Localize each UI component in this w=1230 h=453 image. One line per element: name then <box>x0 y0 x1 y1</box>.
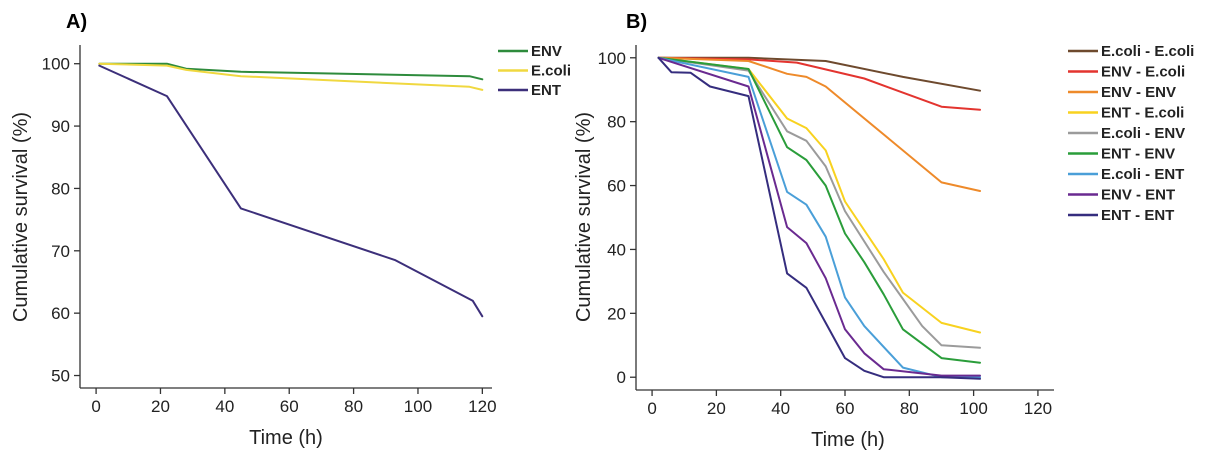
panel-b-x-axis-title: Time (h) <box>811 429 885 451</box>
legend-item-e-coli-env: E.coli - ENV <box>1068 125 1185 142</box>
series-line-ent-ent <box>657 56 981 380</box>
panel-a-x-axis-title: Time (h) <box>249 427 323 449</box>
panel-b-chart: B) Cumulative survival (%) Time (h) 0 20 4… <box>573 11 1194 451</box>
y-tick-label: 90 <box>51 117 70 136</box>
legend-item-ent-ent: ENT - ENT <box>1068 207 1174 224</box>
legend-item-env-ent: ENV - ENT <box>1068 187 1175 204</box>
legend-label: E.coli - E.coli <box>1101 43 1194 60</box>
x-tick-label: 20 <box>707 399 726 418</box>
y-tick-label: 80 <box>607 113 626 132</box>
series-line-e-coli-e-coli <box>657 56 981 92</box>
x-tick-label: 40 <box>215 397 234 416</box>
series-line-ent-e-coli <box>657 56 981 334</box>
legend-label: ENT - ENT <box>1101 207 1174 224</box>
x-tick-label: 0 <box>91 397 100 416</box>
x-tick-label: 60 <box>280 397 299 416</box>
x-tick-label: 80 <box>344 397 363 416</box>
series-line-e-coli-ent <box>657 56 981 379</box>
legend-item-ent-e-coli: ENT - E.coli <box>1068 105 1184 122</box>
series-line-ent <box>98 64 484 318</box>
panel-b-series-lines <box>657 56 981 380</box>
panel-b-y-axis-title: Cumulative survival (%) <box>573 112 595 322</box>
legend-label: ENV - ENV <box>1101 84 1176 101</box>
legend-label: ENT - E.coli <box>1101 105 1184 122</box>
y-tick-label: 100 <box>598 49 626 68</box>
legend-item-env-e-coli: ENV - E.coli <box>1068 64 1185 81</box>
x-tick-label: 120 <box>468 397 496 416</box>
x-tick-label: 80 <box>900 399 919 418</box>
y-tick-label: 100 <box>42 55 70 74</box>
legend-item-e-coli: E.coli <box>498 63 571 80</box>
legend-label: ENT <box>531 82 561 99</box>
panel-a-y-axis-title: Cumulative survival (%) <box>10 112 32 322</box>
legend-label: ENV - E.coli <box>1101 64 1185 81</box>
legend-item-env-env: ENV - ENV <box>1068 84 1176 101</box>
legend-label: E.coli <box>531 63 571 80</box>
panel-b-axes: 0 20 40 60 80 100 0 20 40 60 80 100 120 <box>598 45 1054 418</box>
x-tick-label: 100 <box>959 399 987 418</box>
panel-a-axes: 50 60 70 80 90 100 0 20 40 60 80 100 120 <box>42 45 497 416</box>
y-tick-label: 80 <box>51 179 70 198</box>
legend-label: E.coli - ENT <box>1101 166 1184 183</box>
legend-item-ent: ENT <box>498 82 561 99</box>
panel-b-legend: E.coli - E.coli ENV - E.coli ENV - ENV ENT … <box>1068 43 1194 224</box>
series-line-env <box>98 62 484 81</box>
x-tick-label: 60 <box>836 399 855 418</box>
panel-b-label: B) <box>626 11 647 33</box>
legend-label: ENT - ENV <box>1101 146 1175 163</box>
y-tick-label: 0 <box>617 368 626 387</box>
y-tick-label: 40 <box>607 240 626 259</box>
x-tick-label: 40 <box>771 399 790 418</box>
x-tick-label: 0 <box>647 399 656 418</box>
legend-item-e-coli-ent: E.coli - ENT <box>1068 166 1184 183</box>
legend-item-env: ENV <box>498 43 562 60</box>
panel-a-label: A) <box>66 11 87 33</box>
series-line-e-coli <box>98 62 484 91</box>
x-tick-label: 120 <box>1024 399 1052 418</box>
x-tick-label: 100 <box>404 397 432 416</box>
y-tick-label: 50 <box>51 367 70 386</box>
y-tick-label: 60 <box>607 177 626 196</box>
panel-a-chart: A) Cumulative survival (%) Time (h) 50 60… <box>10 11 571 449</box>
legend-item-ent-env: ENT - ENV <box>1068 146 1175 163</box>
legend-label: ENV - ENT <box>1101 187 1175 204</box>
panel-a-legend: ENV E.coli ENT <box>498 43 571 99</box>
panel-a-series-lines <box>98 62 484 318</box>
y-tick-label: 70 <box>51 242 70 261</box>
series-line-ent-env <box>657 56 981 364</box>
series-line-env-ent <box>657 56 981 377</box>
legend-label: E.coli - ENV <box>1101 125 1185 142</box>
x-tick-label: 20 <box>151 397 170 416</box>
series-line-e-coli-env <box>657 56 981 349</box>
y-tick-label: 20 <box>607 304 626 323</box>
legend-label: ENV <box>531 43 562 60</box>
series-line-env-env <box>657 56 981 192</box>
y-tick-label: 60 <box>51 304 70 323</box>
series-line-env-e-coli <box>657 56 981 111</box>
legend-item-e-coli-e-coli: E.coli - E.coli <box>1068 43 1194 60</box>
